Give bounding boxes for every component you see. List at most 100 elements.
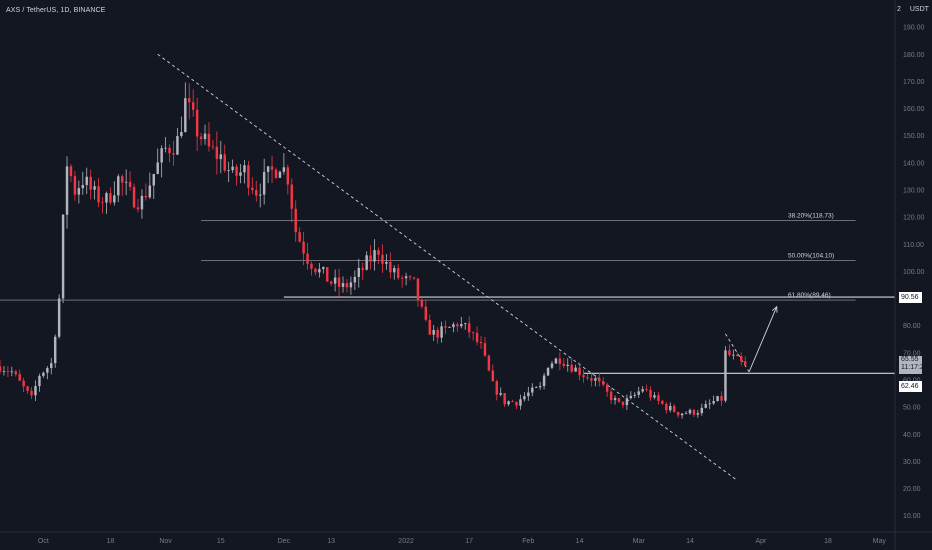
candle-body bbox=[586, 377, 589, 379]
y-tick-label: 110.00 bbox=[903, 242, 924, 249]
candle-body bbox=[503, 393, 506, 405]
candle-body bbox=[109, 193, 112, 203]
candle-body bbox=[467, 323, 471, 333]
candle-body bbox=[617, 398, 621, 402]
fib-level-label: 38.20%(118.73) bbox=[788, 213, 834, 220]
candle-body bbox=[314, 268, 317, 273]
candle-body bbox=[188, 98, 191, 103]
candle-body bbox=[641, 389, 644, 392]
candle-body bbox=[400, 277, 404, 279]
candle-body bbox=[412, 277, 416, 279]
candle-body bbox=[396, 268, 400, 278]
candle-body bbox=[231, 166, 234, 171]
candle-body bbox=[97, 186, 100, 203]
candle-body bbox=[436, 329, 439, 338]
candle-body bbox=[164, 147, 167, 149]
candle-body bbox=[353, 276, 357, 283]
candle-body bbox=[712, 401, 715, 404]
candle-body bbox=[562, 363, 566, 366]
candle-body bbox=[93, 186, 96, 190]
candle-body bbox=[26, 386, 29, 391]
candle-body bbox=[381, 254, 384, 264]
fib-level-label: 61.80%(89.46) bbox=[788, 292, 831, 299]
candle-body bbox=[286, 167, 290, 185]
candle-body bbox=[649, 389, 652, 398]
candle-body bbox=[444, 326, 447, 328]
candle-body bbox=[195, 109, 199, 137]
candle-body bbox=[700, 407, 704, 414]
candle-body bbox=[613, 398, 617, 401]
candle-body bbox=[176, 135, 179, 155]
candle-body bbox=[184, 98, 187, 132]
drawing-labels: 38.20%(118.73) 50.00%(104.10) 61.80%(89.46… bbox=[788, 213, 834, 299]
candle-body bbox=[156, 162, 159, 174]
candle-body bbox=[215, 146, 219, 160]
candle-body bbox=[732, 354, 735, 356]
candle-body bbox=[373, 250, 376, 262]
candle-body bbox=[34, 386, 37, 396]
candle-body bbox=[499, 393, 502, 395]
candle-body bbox=[736, 354, 739, 357]
candle-body bbox=[527, 392, 530, 397]
candle-body bbox=[704, 404, 707, 408]
candle-body bbox=[708, 403, 711, 405]
candle-body bbox=[424, 306, 428, 320]
candle-body bbox=[10, 371, 14, 373]
candle-body bbox=[223, 154, 226, 171]
candle-body bbox=[65, 166, 69, 215]
candle-body bbox=[53, 336, 57, 364]
x-tick-label: Mar bbox=[633, 538, 646, 545]
price-axis[interactable]: 10.00 20.00 30.00 40.00 50.00 60.00 70.00 80.00… bbox=[903, 25, 925, 521]
candle-body bbox=[471, 332, 475, 334]
candle-body bbox=[14, 371, 17, 375]
candle-body bbox=[554, 358, 558, 364]
candle-body bbox=[621, 401, 625, 406]
candle-body bbox=[81, 184, 85, 189]
candle-body bbox=[105, 193, 108, 203]
y-tick-label: 160.00 bbox=[903, 106, 925, 113]
candle-body bbox=[507, 401, 510, 405]
candle-body bbox=[724, 350, 727, 401]
currency-label[interactable]: USDT bbox=[909, 6, 929, 13]
candle-body bbox=[692, 409, 696, 415]
candle-body bbox=[38, 375, 41, 387]
candle-body bbox=[676, 411, 680, 416]
candle-body bbox=[140, 195, 144, 210]
candle-body bbox=[377, 250, 380, 255]
candle-body bbox=[298, 232, 301, 242]
y-tick-label: 190.00 bbox=[903, 25, 925, 32]
candle-body bbox=[460, 324, 463, 327]
candle-body bbox=[302, 241, 305, 254]
x-tick-label: 13 bbox=[327, 538, 335, 545]
y-tick-label: 130.00 bbox=[903, 188, 925, 195]
x-tick-label: Dec bbox=[278, 538, 291, 545]
candle-body bbox=[609, 391, 613, 401]
candle-body bbox=[42, 372, 45, 376]
candle-body bbox=[416, 278, 420, 301]
x-tick-label: 18 bbox=[824, 538, 832, 545]
y-tick-label: 80.00 bbox=[903, 323, 921, 330]
candle-body bbox=[385, 261, 388, 264]
candle-body bbox=[50, 363, 53, 369]
resistance-price-tag: 90.56 bbox=[899, 291, 922, 303]
candle-body bbox=[101, 202, 104, 204]
candle-body bbox=[251, 187, 254, 191]
candle-body bbox=[538, 386, 542, 388]
x-tick-label: 15 bbox=[217, 538, 225, 545]
candle-body bbox=[337, 277, 341, 287]
candle-body bbox=[657, 395, 660, 401]
candle-body bbox=[357, 267, 361, 277]
time-axis[interactable]: Oct 18 Nov 15 Dec 13 2022 17 Feb 14 Mar 14 Apr 18 May bbox=[38, 538, 886, 545]
candle-body bbox=[243, 165, 246, 173]
candle-body bbox=[546, 367, 550, 376]
candle-body bbox=[637, 391, 640, 395]
candle-body bbox=[85, 176, 88, 185]
candle-body bbox=[479, 341, 483, 344]
candle-body bbox=[61, 214, 65, 299]
candle-body bbox=[113, 195, 116, 203]
candles bbox=[0, 82, 747, 419]
candle-body bbox=[345, 283, 349, 288]
candle-body bbox=[270, 166, 274, 170]
scale-number: 2 bbox=[897, 6, 901, 13]
